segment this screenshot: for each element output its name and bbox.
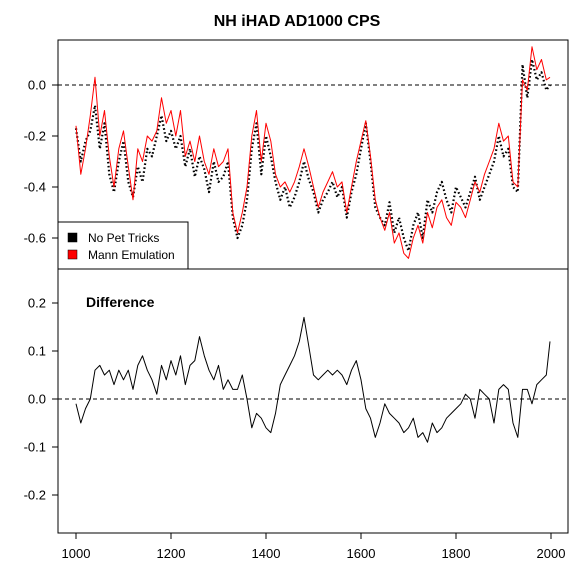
y-tick-label: 0.0 bbox=[28, 78, 46, 93]
legend: No Pet Tricks Mann Emulation bbox=[57, 221, 189, 270]
legend-box bbox=[57, 221, 189, 270]
bottom-panel-frame bbox=[57, 268, 569, 534]
y-tick-label: -0.4 bbox=[24, 180, 46, 195]
y-tick-label: -0.1 bbox=[24, 440, 46, 455]
x-tick-label: 1000 bbox=[62, 546, 91, 561]
bottom-panel: Difference -0.2 -0.1 0.0 0.1 0.2 1000 1200 1400… bbox=[24, 268, 569, 561]
legend-label-mann-emulation: Mann Emulation bbox=[88, 248, 175, 262]
difference-label: Difference bbox=[86, 294, 155, 310]
difference-series-line bbox=[75, 316, 551, 443]
legend-swatch-no-pet-tricks bbox=[67, 232, 78, 243]
y-tick-label: 0.0 bbox=[28, 392, 46, 407]
x-tick-label: 1400 bbox=[252, 546, 281, 561]
mann-emulation-series-line bbox=[75, 46, 551, 259]
y-tick-label: -0.6 bbox=[24, 231, 46, 246]
x-tick-label: 1600 bbox=[347, 546, 376, 561]
x-tick-label: 1800 bbox=[442, 546, 471, 561]
legend-label-no-pet-tricks: No Pet Tricks bbox=[88, 231, 159, 245]
y-tick-label: 0.2 bbox=[28, 296, 46, 311]
legend-swatch-mann-emulation bbox=[67, 249, 78, 260]
y-tick-label: 0.1 bbox=[28, 344, 46, 359]
x-tick-label: 1200 bbox=[157, 546, 186, 561]
x-tick-label: 2000 bbox=[537, 546, 566, 561]
chart-title: NH iHAD AD1000 CPS bbox=[214, 13, 381, 30]
y-tick-label: -0.2 bbox=[24, 129, 46, 144]
y-tick-label: -0.2 bbox=[24, 488, 46, 503]
